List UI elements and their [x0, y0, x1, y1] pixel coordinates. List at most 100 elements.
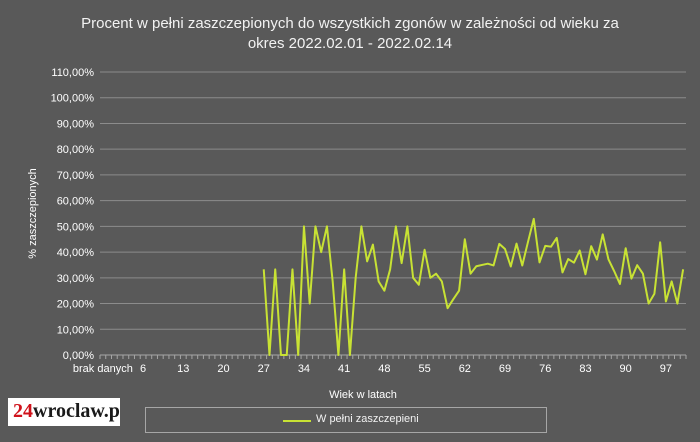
data-point	[389, 268, 391, 270]
x-tick-label: 97	[660, 363, 672, 375]
data-point	[280, 354, 282, 356]
legend: W pełni zaszczepieni	[145, 407, 547, 433]
data-point	[550, 246, 552, 248]
data-point	[337, 354, 339, 356]
data-point	[326, 225, 328, 227]
data-point	[274, 268, 276, 270]
x-tick-label: 27	[258, 363, 270, 375]
data-point	[429, 277, 431, 279]
data-point	[544, 245, 546, 247]
y-tick-label: 80,00%	[57, 144, 95, 156]
data-point	[567, 258, 569, 260]
data-point	[671, 280, 673, 282]
data-point	[418, 284, 420, 286]
y-tick-label: 70,00%	[57, 170, 95, 182]
data-point	[297, 354, 299, 356]
data-point	[625, 247, 627, 249]
x-tick-label: 69	[499, 363, 511, 375]
data-point	[470, 273, 472, 275]
data-point	[378, 280, 380, 282]
y-tick-label: 20,00%	[57, 299, 95, 311]
data-point	[556, 237, 558, 239]
chart-title: Procent w pełni zaszczepionych do wszyst…	[0, 14, 700, 54]
x-tick-label: 34	[298, 363, 310, 375]
chart-title-line-1: Procent w pełni zaszczepionych do wszyst…	[81, 15, 619, 32]
y-tick-label: 40,00%	[57, 247, 95, 259]
data-point	[424, 249, 426, 251]
data-point	[314, 225, 316, 227]
data-point	[366, 260, 368, 262]
data-point	[441, 280, 443, 282]
x-tick-label: 55	[418, 363, 430, 375]
series-line-w-pelni-zaszczepieni	[262, 217, 685, 356]
data-point	[303, 225, 305, 227]
x-tick-label: brak danych	[73, 363, 133, 375]
data-point	[539, 261, 541, 263]
y-tick-label: 10,00%	[57, 324, 95, 336]
data-point	[481, 264, 483, 266]
y-tick-label: 90,00%	[57, 118, 95, 130]
logo-number: 24	[13, 400, 33, 422]
data-point	[682, 268, 684, 270]
data-point	[343, 268, 345, 270]
data-point	[332, 280, 334, 282]
data-point	[435, 273, 437, 275]
data-point	[452, 298, 454, 300]
data-point	[665, 300, 667, 302]
data-point	[447, 307, 449, 309]
data-point	[579, 250, 581, 252]
x-tick-label: 41	[338, 363, 350, 375]
data-point	[406, 225, 408, 227]
data-point	[412, 277, 414, 279]
logo-word: wroclaw.pl	[33, 400, 120, 422]
data-point	[602, 233, 604, 235]
data-point	[498, 243, 500, 245]
x-axis-label: Wiek w latach	[329, 389, 397, 401]
chart-title-line-2: okres 2022.02.01 - 2022.02.14	[247, 35, 453, 52]
legend-series-swatch	[283, 420, 311, 422]
data-point	[355, 277, 357, 279]
data-point	[527, 241, 529, 243]
data-point	[630, 278, 632, 280]
data-point	[521, 264, 523, 266]
x-tick-label: 6	[140, 363, 146, 375]
legend-series-label: W pełni zaszczepieni	[316, 413, 419, 425]
y-axis-label: % zaszczepionych	[27, 168, 39, 259]
x-tick-label: 90	[620, 363, 632, 375]
data-point	[648, 303, 650, 305]
data-point	[291, 268, 293, 270]
data-point	[464, 238, 466, 240]
data-point	[286, 354, 288, 356]
x-tick-label: 48	[378, 363, 390, 375]
data-point	[493, 264, 495, 266]
data-point	[395, 225, 397, 227]
x-tick-label: 13	[177, 363, 189, 375]
y-tick-label: 60,00%	[57, 196, 95, 208]
data-point	[309, 303, 311, 305]
data-point	[320, 251, 322, 253]
y-tick-label: 110,00%	[51, 67, 94, 79]
data-point	[487, 263, 489, 265]
data-point	[590, 245, 592, 247]
data-point	[516, 243, 518, 245]
y-tick-label: 100,00%	[51, 93, 95, 105]
data-point	[619, 283, 621, 285]
data-point	[653, 293, 655, 295]
data-point	[596, 259, 598, 261]
y-tick-label: 30,00%	[57, 273, 95, 285]
data-point	[383, 290, 385, 292]
x-tick-label: 62	[459, 363, 471, 375]
data-point	[268, 354, 270, 356]
x-tick-label: 83	[579, 363, 591, 375]
data-point	[636, 264, 638, 266]
data-point	[510, 266, 512, 268]
data-point	[504, 248, 506, 250]
data-point	[573, 262, 575, 264]
data-point	[584, 273, 586, 275]
x-tick-label: 76	[539, 363, 551, 375]
logo: 24wroclaw.pl	[8, 398, 120, 426]
data-point	[263, 268, 265, 270]
y-tick-label: 0,00%	[63, 350, 94, 362]
data-point	[458, 290, 460, 292]
